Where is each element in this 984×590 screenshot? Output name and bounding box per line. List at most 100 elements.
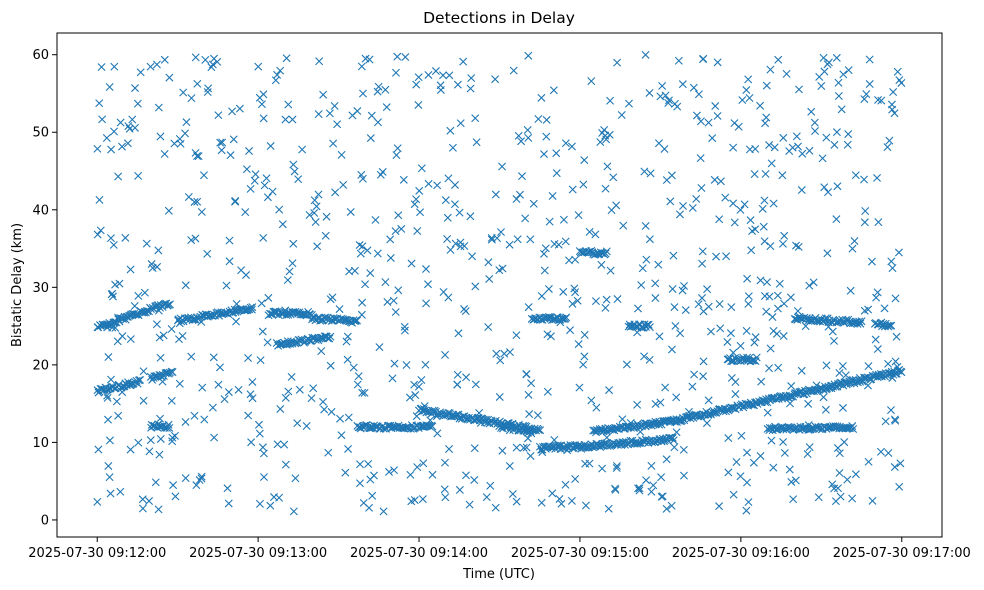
scatter-point	[874, 218, 883, 227]
scatter-point	[271, 307, 280, 316]
scatter-point	[373, 87, 382, 96]
x-axis: 2025-07-30 09:12:00 2025-07-30 09:13:00 20…	[28, 537, 971, 561]
scatter-point	[254, 420, 263, 429]
scatter-point	[225, 236, 234, 245]
scatter-point	[699, 54, 708, 63]
scatter-point	[651, 294, 660, 303]
scatter-point	[820, 183, 829, 192]
scatter-point	[416, 208, 425, 217]
scatter-point	[743, 478, 751, 487]
scatter-point	[565, 256, 573, 265]
scatter-point	[456, 119, 465, 128]
scatter-point	[743, 448, 752, 457]
scatter-point	[865, 80, 874, 89]
scatter-point	[736, 341, 745, 350]
scatter-point	[823, 60, 832, 69]
scatter-point	[723, 337, 732, 346]
scatter-point	[165, 424, 174, 432]
scatter-point	[818, 154, 827, 163]
scatter-point	[465, 500, 474, 509]
scatter-point	[269, 493, 278, 502]
scatter-point	[671, 321, 680, 330]
scatter-point	[598, 128, 607, 137]
scatter-point	[143, 307, 152, 316]
scatter-point	[142, 239, 151, 248]
scatter-point	[688, 382, 697, 391]
scatter-point	[382, 103, 391, 112]
scatter-point	[873, 173, 882, 182]
scatter-point	[444, 174, 453, 183]
scatter-point	[483, 418, 492, 427]
scatter-point	[322, 212, 331, 221]
scatter-point	[443, 235, 452, 243]
scatter-point	[197, 474, 206, 483]
scatter-point	[411, 391, 420, 400]
scatter-point	[837, 105, 846, 114]
scatter-point	[786, 399, 795, 408]
scatter-point	[527, 379, 536, 388]
scatter-point	[810, 118, 819, 127]
scatter-point	[886, 406, 895, 415]
scatter-point	[199, 171, 208, 180]
scatter-point	[884, 448, 893, 457]
scatter-point	[791, 476, 800, 485]
scatter-point	[533, 411, 542, 420]
scatter-point	[775, 279, 784, 288]
scatter-point	[259, 114, 268, 123]
scatter-point	[145, 447, 154, 456]
scatter-point	[484, 323, 493, 332]
scatter-point	[399, 175, 408, 184]
scatter-point	[809, 278, 818, 287]
scatter-point	[738, 96, 747, 105]
scatter-point	[675, 416, 684, 425]
scatter-point	[293, 419, 302, 428]
scatter-point	[214, 380, 223, 389]
scatter-point	[529, 199, 538, 208]
scatter-point	[524, 133, 533, 142]
scatter-point	[357, 62, 366, 71]
scatter-point	[281, 460, 290, 469]
scatter-point	[780, 231, 789, 240]
scatter-point	[732, 458, 741, 466]
scatter-point	[310, 208, 319, 217]
scatter-point	[158, 377, 167, 386]
scatter-point	[97, 63, 106, 72]
scatter-point	[187, 94, 196, 103]
scatter-point	[326, 295, 335, 304]
scatter-point	[702, 419, 711, 428]
scatter-point	[607, 206, 616, 215]
scatter-point	[107, 375, 115, 384]
scatter-point	[822, 133, 831, 142]
scatter-point	[225, 257, 234, 266]
y-tick-label: 50	[32, 126, 49, 141]
scatter-point	[798, 149, 807, 158]
scatter-point	[165, 73, 174, 82]
scatter-point	[103, 323, 112, 332]
scatter-point	[833, 444, 842, 453]
scatter-point	[542, 132, 551, 141]
scatter-point	[472, 138, 481, 147]
scatter-point	[843, 140, 852, 149]
scatter-point	[247, 305, 256, 314]
scatter-point	[522, 370, 531, 379]
scatter-point	[289, 239, 298, 248]
scatter-point	[836, 492, 845, 501]
scatter-point	[134, 171, 143, 180]
scatter-point	[726, 329, 735, 338]
scatter-point	[187, 236, 196, 245]
scatter-point	[255, 93, 264, 102]
scatter-point	[410, 380, 419, 389]
scatter-point	[835, 468, 844, 477]
scatter-point	[505, 240, 514, 249]
scatter-point	[865, 55, 874, 64]
y-tick-label: 10	[32, 436, 49, 451]
scatter-point	[134, 291, 143, 300]
scatter-point	[154, 103, 163, 112]
scatter-point	[690, 370, 699, 379]
scatter-point	[846, 286, 855, 295]
scatter-point	[217, 146, 226, 155]
scatter-point	[644, 320, 653, 329]
scatter-point	[887, 257, 896, 266]
scatter-point	[710, 408, 719, 417]
